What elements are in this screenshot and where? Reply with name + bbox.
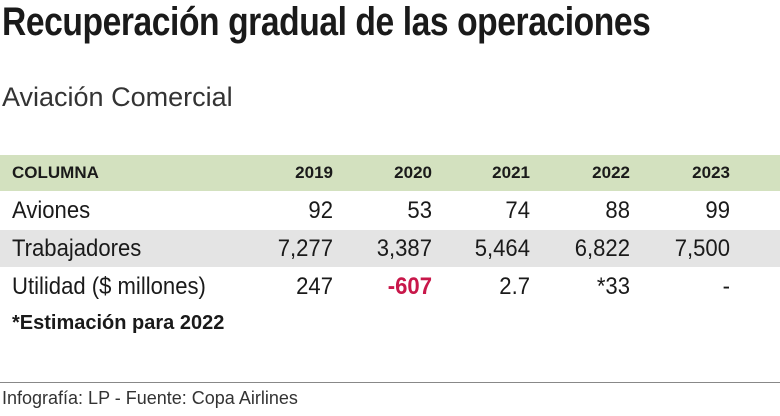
cell: 3,387 — [376, 234, 432, 262]
cell: 5,464 — [474, 234, 530, 262]
cell: 7,500 — [674, 234, 730, 262]
row-label: Utilidad ($ millones) — [12, 272, 206, 300]
cell: 2.7 — [499, 272, 530, 300]
cell: 88 — [605, 196, 630, 224]
table-row: Trabajadores 7,277 3,387 5,464 6,822 7,5… — [0, 230, 780, 267]
column-header: 2019 — [295, 163, 333, 182]
cell: 247 — [296, 272, 333, 300]
divider — [0, 382, 780, 383]
column-header: 2022 — [592, 163, 630, 182]
note: *Estimación para 2022 — [12, 312, 225, 334]
cell: 7,277 — [277, 234, 333, 262]
subtitle: Aviación Comercial — [2, 82, 233, 112]
column-header: 2023 — [692, 163, 730, 182]
row-label: Aviones — [12, 196, 91, 224]
cell: *33 — [596, 272, 630, 300]
row-label: Trabajadores — [12, 234, 142, 262]
header-row: COLUMNA 2019 2020 2021 2022 2023 — [0, 155, 780, 191]
cell: 6,822 — [574, 234, 630, 262]
column-header: 2020 — [394, 163, 432, 182]
title: Recuperación gradual de las operaciones — [2, 0, 651, 44]
cell: 99 — [705, 196, 730, 224]
cell: 92 — [308, 196, 333, 224]
cell: -607 — [387, 272, 432, 300]
column-header: COLUMNA — [12, 163, 99, 182]
cell: 53 — [407, 196, 432, 224]
column-header: 2021 — [492, 163, 530, 182]
source: Infografía: LP - Fuente: Copa Airlines — [2, 388, 298, 408]
table-row: Utilidad ($ millones) 247 -607 2.7 *33 - — [0, 268, 780, 305]
cell: - — [722, 272, 730, 300]
table-row: Aviones 92 53 74 88 99 — [0, 192, 780, 229]
cell: 74 — [505, 196, 530, 224]
